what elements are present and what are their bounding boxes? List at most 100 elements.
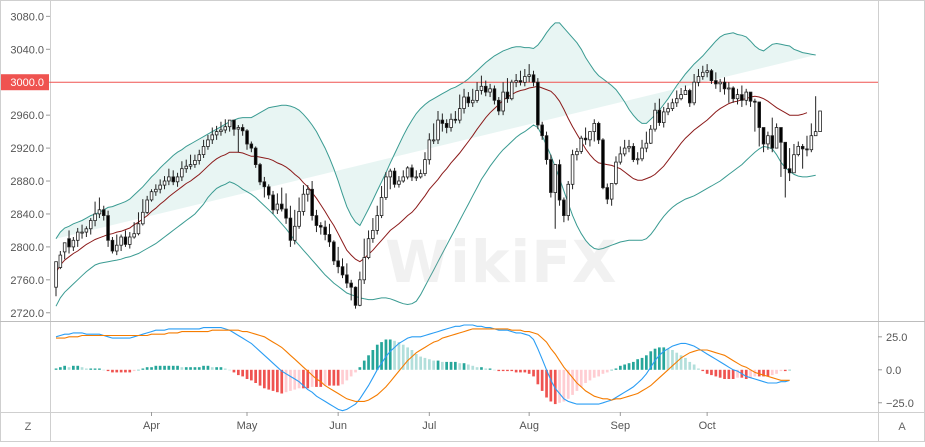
macd-histogram-bar [623, 364, 626, 370]
macd-histogram-bar [523, 369, 527, 373]
candle-body [167, 176, 171, 182]
candle-body [427, 139, 432, 161]
macd-histogram-bar [671, 350, 674, 370]
candle-body [384, 176, 388, 198]
candle-body [675, 98, 679, 104]
candle-body [735, 94, 740, 100]
candle-body [518, 80, 523, 83]
candle-body [336, 260, 340, 268]
macd-histogram-bar [223, 368, 227, 370]
reference-label-bg [1, 74, 49, 91]
macd-histogram-bar [506, 369, 509, 372]
candle-body [292, 225, 297, 241]
macd-histogram-bar [766, 369, 770, 377]
candle-body [58, 254, 63, 268]
macd-histogram-bar [662, 347, 666, 370]
candle-body [818, 110, 822, 133]
candle-body [223, 126, 227, 131]
candle-body [627, 145, 631, 149]
macd-histogram-bar [106, 369, 110, 372]
candle-body [505, 91, 510, 100]
price-tick-label: 3040.0 [10, 44, 44, 56]
macd-histogram-bar [150, 367, 153, 370]
candle-body [457, 108, 462, 121]
macd-histogram-bar [237, 369, 240, 376]
candle-body [201, 145, 206, 155]
candle-body [375, 215, 379, 231]
macd-histogram-bar [536, 369, 540, 385]
candle-body [631, 145, 636, 160]
auto-scale-button[interactable]: A [898, 421, 906, 433]
candle-body [266, 186, 271, 196]
macd-histogram-bar [193, 367, 197, 370]
candle-body [262, 181, 267, 188]
macd-histogram-bar [102, 369, 106, 371]
candle-body [154, 188, 158, 193]
macd-histogram-bar [605, 369, 609, 373]
candle-body [601, 139, 605, 189]
candle-body [436, 119, 440, 141]
macd-histogram-bar [597, 369, 600, 377]
macd-histogram-bar [349, 369, 353, 377]
macd-histogram-bar [384, 339, 388, 370]
candle-body [271, 194, 275, 211]
macd-histogram-bar [679, 355, 683, 370]
candle-body [692, 81, 696, 104]
macd-histogram-bar [302, 369, 305, 389]
candle-body [774, 127, 779, 149]
price-tick-label: 2880.0 [10, 176, 44, 188]
candle-body [592, 123, 597, 133]
macd-histogram-bar [480, 367, 483, 370]
candle-body [245, 130, 249, 145]
macd-histogram-bar [206, 365, 210, 370]
price-tick-label: 2800.0 [10, 242, 44, 254]
macd-histogram-bar [397, 342, 401, 370]
macd-histogram-bar [93, 368, 97, 370]
macd-histogram-bar [428, 359, 431, 370]
zoom-reset-button[interactable]: Z [24, 421, 32, 433]
candle-body [62, 242, 67, 253]
macd-histogram-bar [137, 369, 140, 371]
macd-histogram-bar [115, 369, 119, 373]
candle-body [644, 142, 649, 149]
macd-histogram-bar [762, 369, 765, 377]
macd-histogram-bar [445, 361, 448, 370]
candle-body [180, 168, 184, 178]
candle-body [314, 215, 319, 226]
macd-histogram-bar [362, 360, 366, 370]
candle-body [158, 184, 162, 190]
macd-histogram-bar [493, 369, 496, 371]
candle-body [227, 119, 232, 128]
candle-body [397, 180, 401, 185]
candle-body [240, 127, 245, 132]
candle-body [54, 261, 58, 288]
macd-histogram-bar [571, 369, 574, 395]
candle-body [488, 88, 492, 93]
macd-histogram-bar [510, 369, 514, 372]
macd-histogram-bar [380, 342, 383, 370]
macd-tick-label: 0.0 [886, 365, 901, 377]
time-tick-label: Apr [143, 420, 160, 432]
macd-histogram-bar [753, 369, 757, 377]
candle-body [514, 80, 518, 83]
candle-body [236, 127, 241, 130]
macd-histogram-bar [393, 340, 396, 370]
candle-body [362, 257, 366, 281]
macd-histogram-bar [306, 369, 310, 389]
macd-histogram-bar [584, 369, 587, 383]
candle-body [614, 161, 618, 184]
candle-body [76, 231, 80, 241]
macd-histogram-bar [276, 369, 279, 393]
candle-body [301, 193, 306, 212]
macd-histogram-bar [645, 355, 648, 370]
macd-histogram-bar [323, 369, 327, 386]
macd-histogram-bar [619, 365, 622, 370]
candle-body [575, 150, 579, 156]
macd-histogram-bar [471, 365, 475, 370]
macd-histogram-bar [449, 361, 453, 370]
macd-histogram-bar [293, 369, 297, 390]
macd-histogram-bar [189, 367, 192, 370]
candle-body [688, 90, 692, 104]
candle-body [449, 118, 453, 128]
